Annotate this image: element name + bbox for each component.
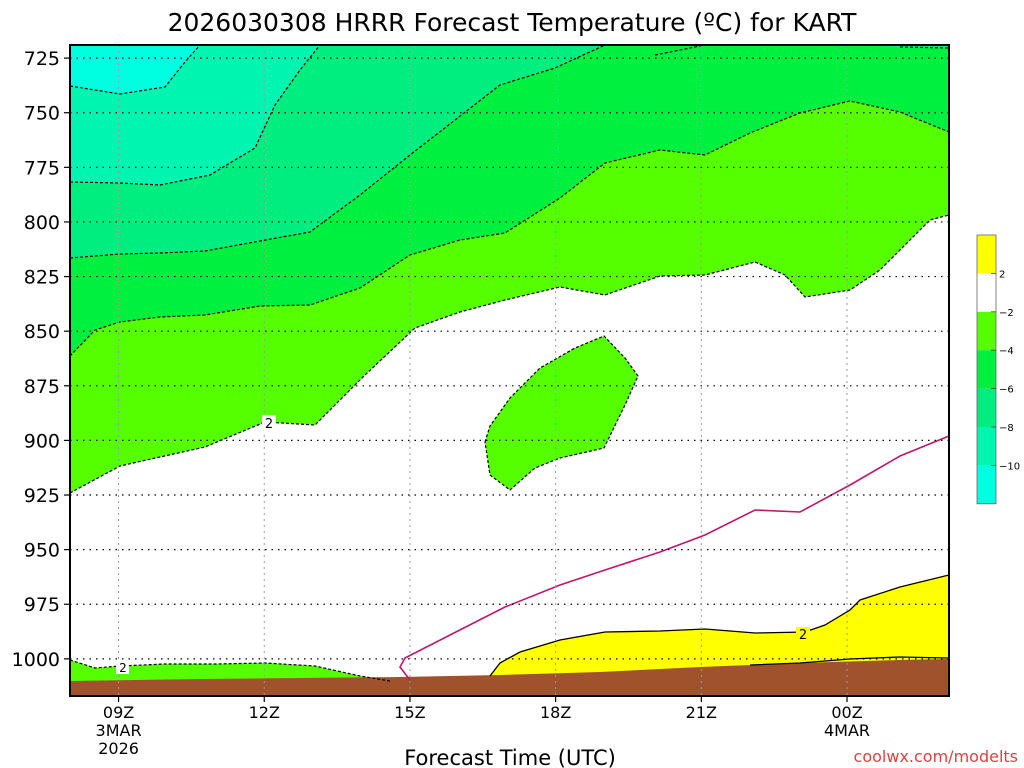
y-tick-label: 850 [24,321,60,343]
colorbar: 2 −2 −4 −6 −8 −10 [976,234,1020,505]
colorbar-frame [976,234,997,505]
y-tick-label: 775 [24,157,60,179]
contour-line-plus2 [489,574,949,677]
y-tick-label: 800 [24,212,60,234]
x-tick-label: 15Z [394,703,425,722]
colorbar-swatch [977,273,996,312]
region-8-to-6 [70,45,949,258]
contour-lines [70,45,949,682]
contour-label-1: 2 [265,417,273,432]
colorbar-label: −8 [999,423,1014,434]
colorbar-label: −4 [999,346,1014,357]
y-tick-label: 975 [24,594,60,616]
x-tick-label: 4MAR [824,721,870,740]
x-tick-label: 2026 [98,739,139,758]
colorbar-label: −10 [999,461,1020,472]
region-above-2 [490,575,949,680]
y-tick-label: 825 [24,267,60,289]
contour-line-minus8 [70,45,321,186]
y-tick-label: 875 [24,376,60,398]
ground-surface [70,659,949,696]
contour-line-near-surface-minus2 [70,659,391,682]
colorbar-label: −2 [999,308,1014,319]
contour-fills [70,45,949,696]
contour-line-minus2 [70,214,949,494]
contour-label-2: 2 [119,661,127,675]
region-isolated-4-to-2 [485,336,638,490]
y-tick-label: 900 [24,430,60,452]
contour-line-minus4 [70,100,949,357]
y-axis: 725 750 775 800 825 850 875 900 925 950 975 1000 [12,48,70,671]
y-tick-label: 925 [24,485,60,507]
contour-labels: 2 2 2 [116,415,810,675]
colorbar-swatch [977,235,996,274]
colorbar-label: −6 [999,385,1014,396]
chart-title: 2026030308 HRRR Forecast Temperature (ºC… [168,8,858,37]
x-tick-label: 00Z [831,703,862,722]
x-tick-label: 3MAR [96,721,142,740]
contour-line-minus10 [70,45,201,95]
region-lt-10 [70,45,200,94]
colorbar-swatch [977,388,996,427]
plot-frame [69,44,950,697]
gridlines [70,45,949,696]
colorbar-swatch [977,465,996,504]
colorbar-swatch [977,311,996,351]
y-tick-label: 750 [24,103,60,125]
colorbar-swatch [977,427,996,466]
colorbar-swatch [977,350,996,389]
watermark-text: coolwx.com/modelts [854,747,1018,766]
x-axis-title: Forecast Time (UTC) [404,746,616,768]
contour-label-3: 2 [799,628,807,643]
y-tick-label: 950 [24,540,60,562]
contour-line-minus6 [70,45,949,259]
x-tick-label: 12Z [249,703,280,722]
x-tick-label: 21Z [686,703,717,722]
freezing-line [399,435,949,681]
x-tick-label: 09Z [103,703,134,722]
y-tick-label: 725 [24,48,60,70]
x-tick-label: 18Z [540,703,571,722]
y-tick-label: 1000 [12,649,60,671]
colorbar-label: 2 [999,269,1005,280]
contour-line-isolated-minus2 [484,335,639,491]
